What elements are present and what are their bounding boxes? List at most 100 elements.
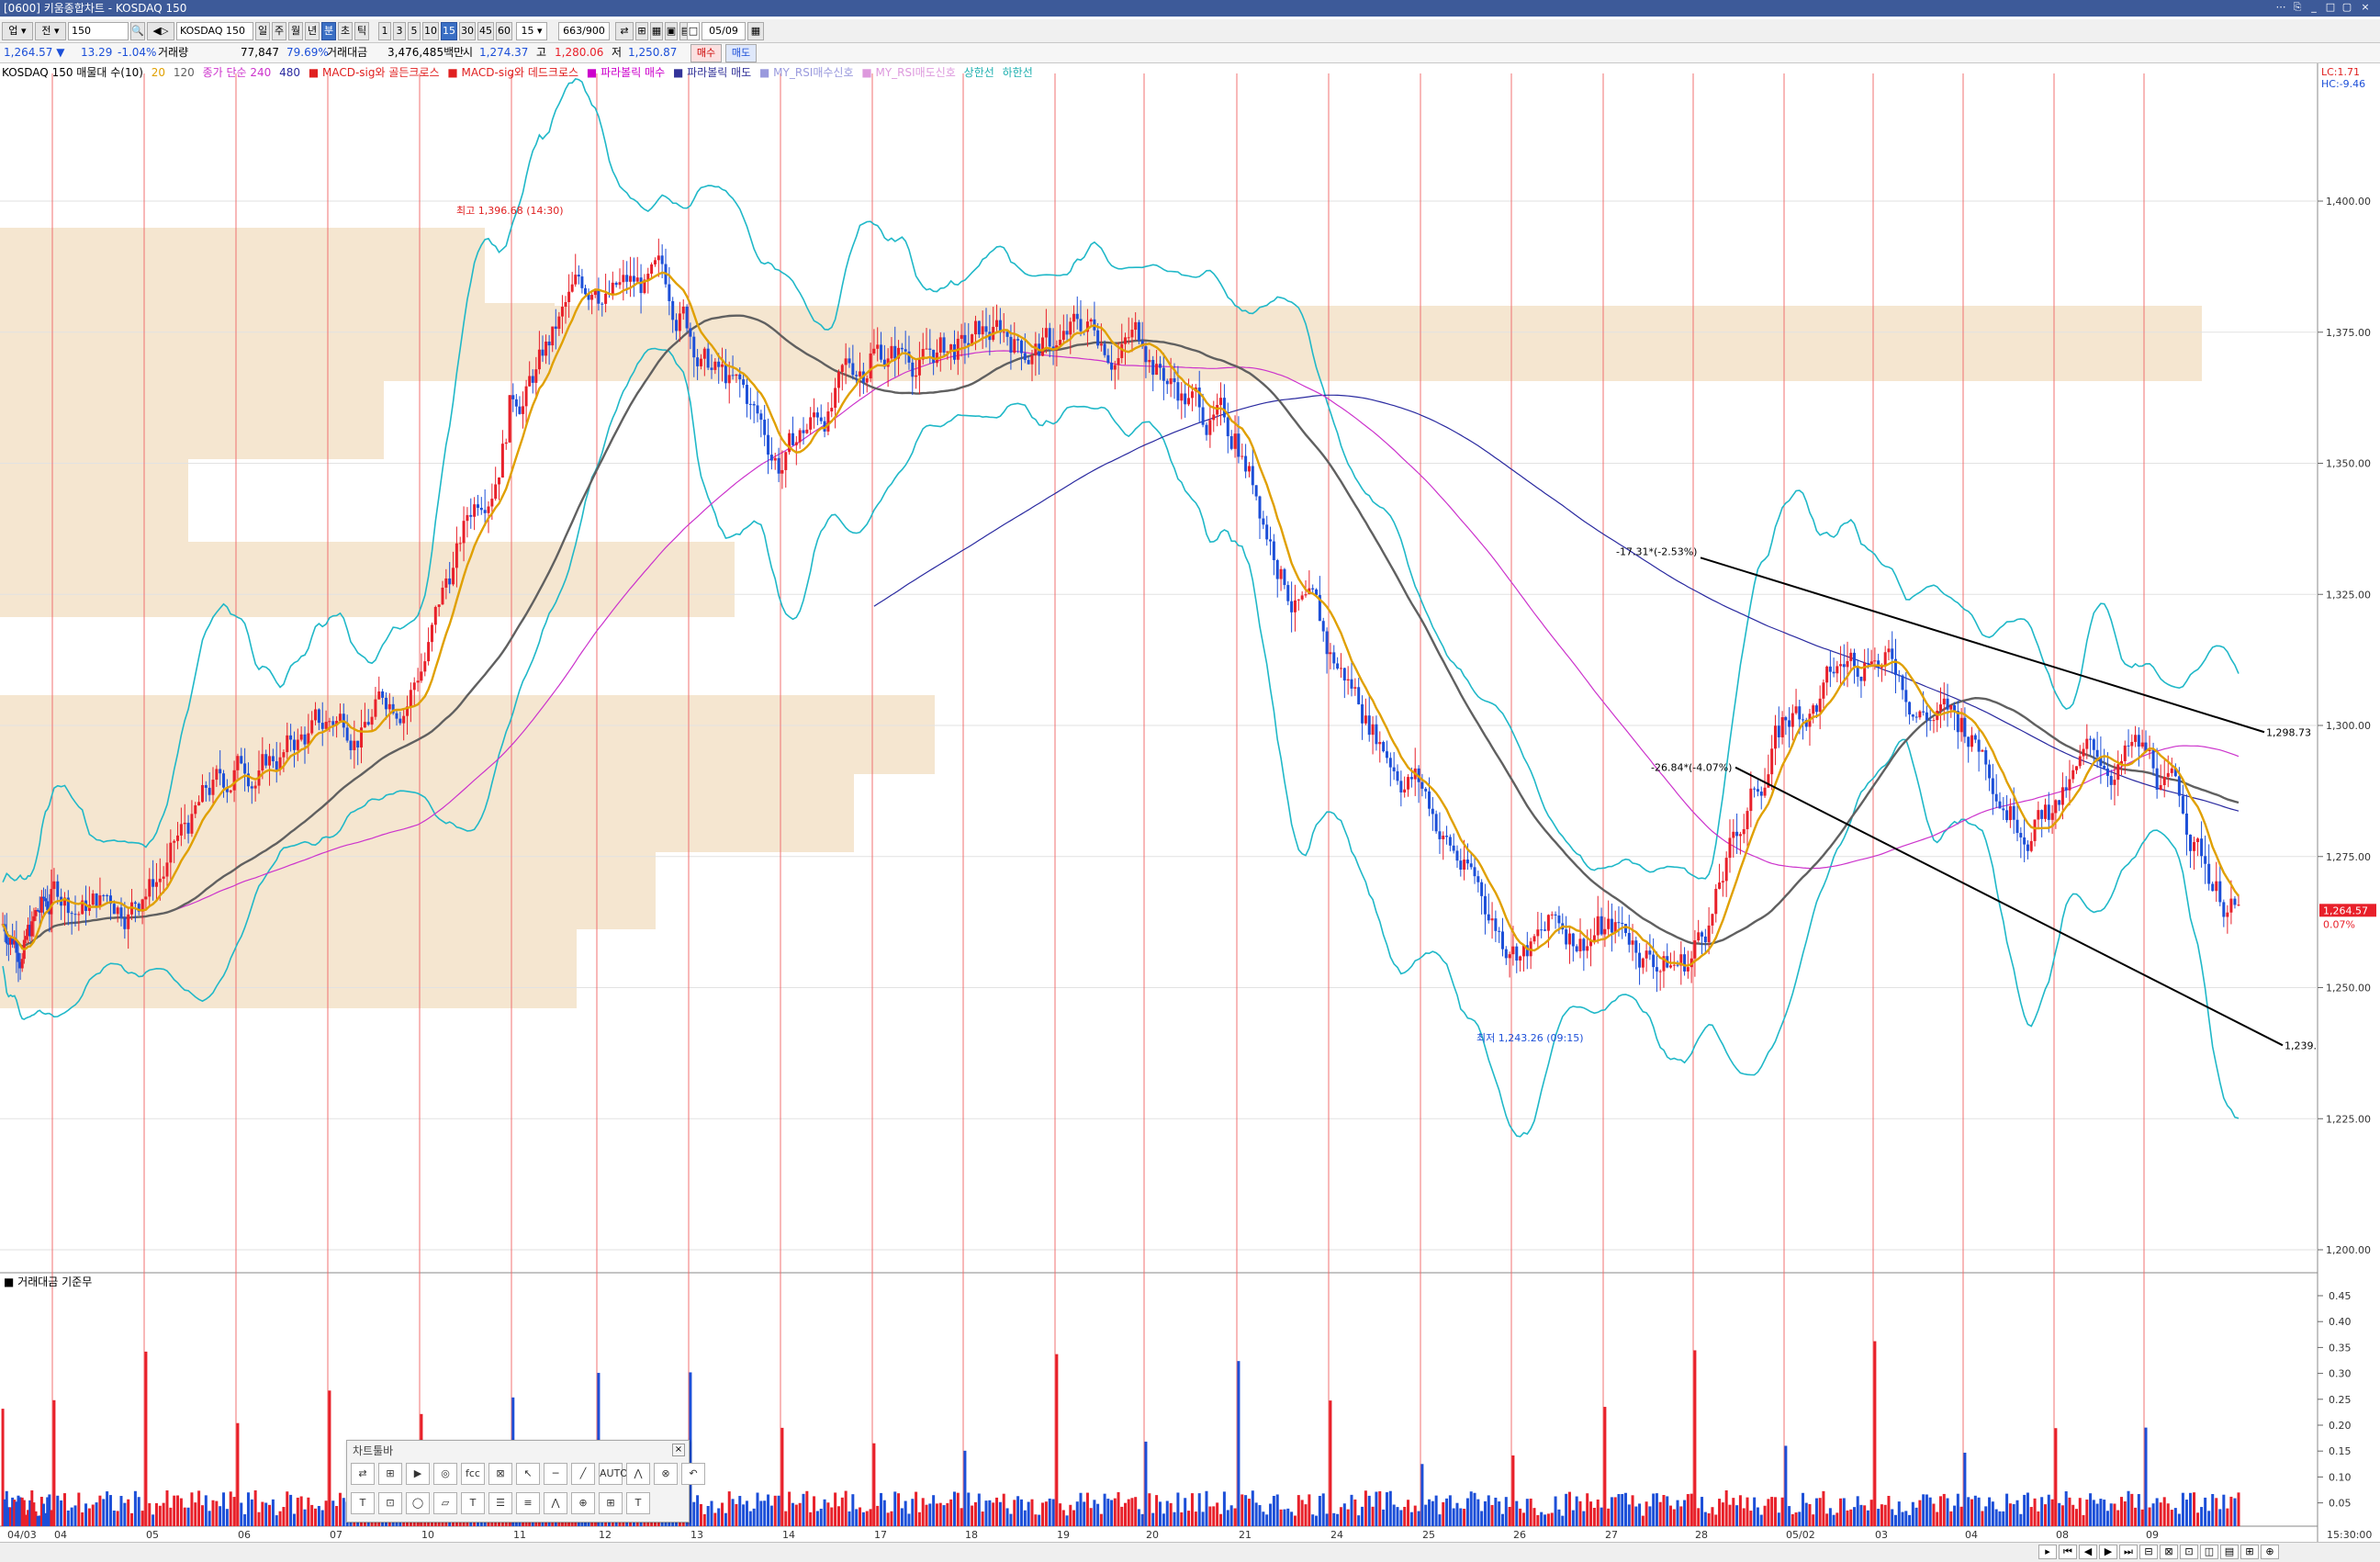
status-control-9[interactable]: ▤ — [2220, 1545, 2239, 1559]
legend-item[interactable]: 하한선 — [1002, 66, 1033, 79]
candle-body — [289, 735, 293, 740]
candle-body — [1113, 365, 1117, 370]
market-name-field[interactable]: KOSDAQ 150 — [176, 22, 253, 40]
calendar-icon[interactable]: ▦ — [747, 22, 764, 40]
status-control-11[interactable]: ⊕ — [2261, 1545, 2279, 1559]
legend-item[interactable]: ■ MACD-sig와 골든크로스 — [308, 66, 440, 79]
close-icon[interactable]: × — [672, 1444, 685, 1456]
volume-bar — [1442, 1501, 1445, 1526]
status-control-10[interactable]: ⊞ — [2240, 1545, 2259, 1559]
status-control-5[interactable]: ⊟ — [2139, 1545, 2158, 1559]
legend-item[interactable]: 120 — [173, 66, 195, 79]
close-button[interactable]: × — [2361, 1, 2370, 13]
legend-item[interactable]: 종가 단순 240 — [202, 66, 272, 79]
data-count-field[interactable]: 663/900 — [558, 22, 610, 40]
sell-button[interactable]: 매도 — [725, 44, 757, 62]
minute-3[interactable]: 3 — [393, 22, 406, 40]
draw-row1-tool-9[interactable]: AUTO — [599, 1463, 628, 1485]
link-icon[interactable]: ⇄ — [615, 22, 634, 40]
sound-icon[interactable]: ◀▷ — [147, 22, 174, 40]
mode-select-2[interactable]: 전 ▾ — [35, 22, 66, 40]
minute-10[interactable]: 10 — [422, 22, 439, 40]
legend-item[interactable]: 480 — [279, 66, 300, 79]
period-year[interactable]: 년 — [305, 22, 320, 40]
minimize-button[interactable]: _ — [2311, 1, 2317, 13]
draw-row2-tool-6[interactable]: ≡ — [516, 1492, 540, 1514]
draw-row2-tool-8[interactable]: ⊕ — [571, 1492, 595, 1514]
period-month[interactable]: 월 — [288, 22, 303, 40]
price-chart[interactable]: 1,400.00 1,375.00 1,350.00 1,325.00 1,300.00… — [0, 63, 2380, 1542]
draw-row1-tool-11[interactable]: ⊗ — [654, 1463, 678, 1485]
volume-bar — [140, 1511, 144, 1526]
search-icon[interactable]: 🔍 — [130, 22, 145, 40]
draw-row2-tool-7[interactable]: ⋀ — [544, 1492, 567, 1514]
minute-15[interactable]: 15 — [441, 22, 457, 40]
volume-profile-zone — [0, 695, 935, 774]
draw-row1-tool-10[interactable]: ⋀ — [626, 1463, 650, 1485]
draw-row1-tool-6[interactable]: ↖ — [516, 1463, 540, 1485]
minute-45[interactable]: 45 — [477, 22, 494, 40]
draw-row2-tool-10[interactable]: T — [626, 1492, 650, 1514]
legend-item[interactable]: ■ MY_RSI매도신호 — [861, 66, 956, 79]
draw-row1-tool-7[interactable]: ─ — [544, 1463, 567, 1485]
draw-row2-tool-2[interactable]: ◯ — [406, 1492, 430, 1514]
legend-item[interactable]: ■ 파라볼릭 매도 — [672, 66, 752, 79]
period-minute[interactable]: 분 — [321, 22, 336, 40]
date-field[interactable]: 05/09 — [702, 22, 746, 40]
draw-row1-tool-3[interactable]: ◎ — [433, 1463, 457, 1485]
stock-code-input[interactable]: 150 — [68, 22, 129, 40]
status-control-7[interactable]: ⊡ — [2180, 1545, 2198, 1559]
save-icon[interactable]: ▣ — [665, 22, 678, 40]
draw-row2-tool-5[interactable]: ☰ — [488, 1492, 512, 1514]
minute-5[interactable]: 5 — [408, 22, 421, 40]
extra-window-button-1[interactable]: ⋯ — [2275, 1, 2286, 13]
draw-row1-tool-4[interactable]: fcc — [461, 1463, 485, 1485]
status-control-6[interactable]: ⊠ — [2160, 1545, 2178, 1559]
legend-item[interactable]: ■ 파라볼릭 매수 — [586, 66, 666, 79]
restore-button[interactable]: ▢ — [2341, 1, 2352, 13]
draw-row1-tool-8[interactable]: ╱ — [571, 1463, 595, 1485]
period-day[interactable]: 일 — [255, 22, 270, 40]
draw-row1-tool-5[interactable]: ⊠ — [488, 1463, 512, 1485]
status-control-8[interactable]: ◫ — [2200, 1545, 2218, 1559]
buy-button[interactable]: 매수 — [690, 44, 722, 62]
draw-row1-tool-12[interactable]: ↶ — [681, 1463, 705, 1485]
grid-icon[interactable]: ▦ — [650, 22, 663, 40]
draw-row2-tool-0[interactable]: T — [351, 1492, 375, 1514]
draw-row2-tool-4[interactable]: T — [461, 1492, 485, 1514]
draw-row2-tool-3[interactable]: ▱ — [433, 1492, 457, 1514]
status-control-2[interactable]: ◀ — [2079, 1545, 2097, 1559]
draw-row2-tool-1[interactable]: ⊡ — [378, 1492, 402, 1514]
period-second[interactable]: 초 — [338, 22, 353, 40]
legend-item[interactable]: 상한선 — [963, 66, 994, 79]
period-tick[interactable]: 틱 — [354, 22, 369, 40]
extra-window-button-2[interactable]: ⎘ — [2293, 1, 2302, 13]
date-checkbox[interactable]: □ — [687, 22, 700, 40]
legend-item[interactable]: ■ MY_RSI매수신호 — [759, 66, 854, 79]
draw-row1-tool-0[interactable]: ⇄ — [351, 1463, 375, 1485]
settings-icon[interactable]: ⊞ — [635, 22, 648, 40]
minute-1[interactable]: 1 — [378, 22, 391, 40]
volume-bar — [1034, 1514, 1038, 1526]
draw-row1-tool-2[interactable]: ▶ — [406, 1463, 430, 1485]
drawing-toolbar[interactable]: 차트툴바 × ⇄ ⊞ ▶ ◎ fcc ⊠ ↖ ─ ╱ AUTO ⋀ ⊗ ↶ T ⊡ ◯ ▱ T ☰ ≡ ⋀ ⊕ ⊞ T — [346, 1440, 705, 1523]
candle-body — [1863, 663, 1867, 681]
minute-30[interactable]: 30 — [459, 22, 476, 40]
legend-item[interactable]: KOSDAQ 150 매물대 수(10) — [2, 66, 143, 79]
status-control-4[interactable]: ⏭ — [2119, 1545, 2138, 1559]
status-control-1[interactable]: ⏮ — [2059, 1545, 2077, 1559]
mode-select-1[interactable]: 업 ▾ — [2, 22, 33, 40]
maximize-button[interactable]: □ — [2325, 1, 2336, 13]
minute-custom-select[interactable]: 15 ▾ — [516, 22, 547, 40]
status-control-0[interactable]: ▸ — [2038, 1545, 2057, 1559]
quote-bar: 1,264.57 ▼ 13.29 -1.04% 거래량 77,847 79.69… — [0, 43, 2380, 63]
minute-60[interactable]: 60 — [496, 22, 512, 40]
chart-area[interactable]: 1,400.00 1,375.00 1,350.00 1,325.00 1,300.00… — [0, 63, 2380, 1542]
candle-body — [604, 293, 608, 304]
draw-row2-tool-9[interactable]: ⊞ — [599, 1492, 623, 1514]
period-week[interactable]: 주 — [272, 22, 286, 40]
status-control-3[interactable]: ▶ — [2099, 1545, 2117, 1559]
legend-item[interactable]: ■ MACD-sig와 데드크로스 — [447, 66, 579, 79]
legend-item[interactable]: 20 — [151, 66, 165, 79]
draw-row1-tool-1[interactable]: ⊞ — [378, 1463, 402, 1485]
